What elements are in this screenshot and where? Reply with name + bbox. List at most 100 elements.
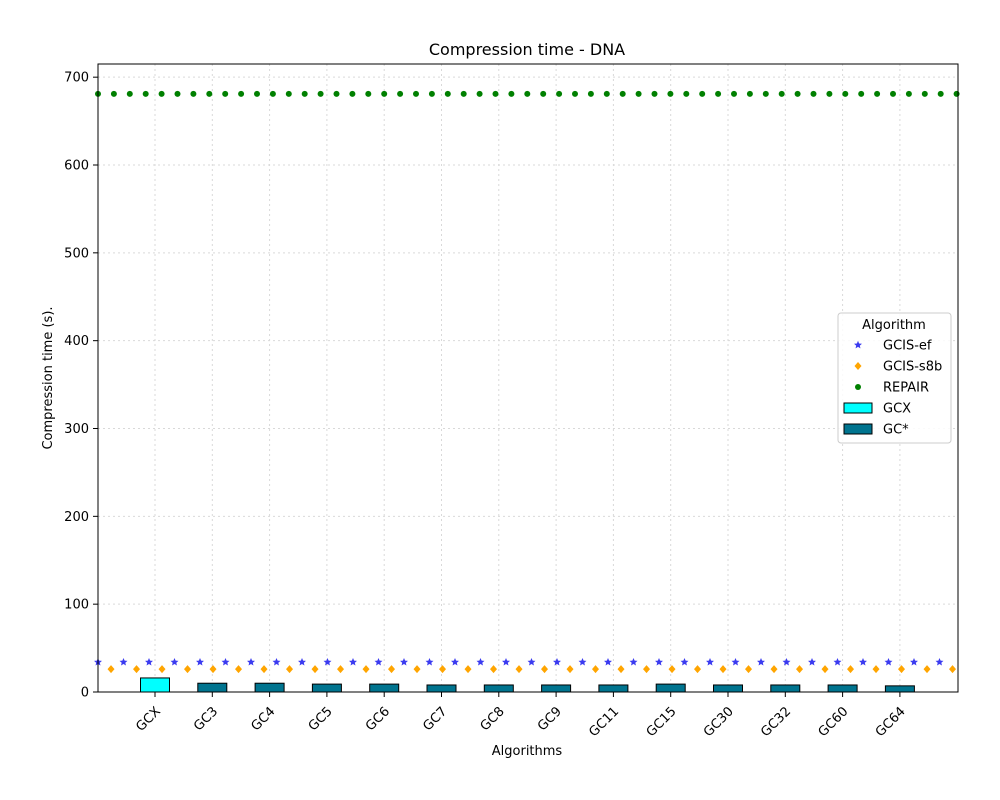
y-tick-label: 600 <box>64 159 89 174</box>
legend-marker-gcis-ef <box>854 340 862 349</box>
marker-repair <box>508 90 515 97</box>
marker-gcis-s8b <box>668 665 676 674</box>
legend-label: GCIS-ef <box>883 339 932 354</box>
marker-gcis-ef <box>629 657 638 666</box>
marker-repair <box>349 90 356 97</box>
marker-repair <box>317 90 324 97</box>
marker-repair <box>683 90 690 97</box>
marker-gcis-s8b <box>260 665 268 674</box>
y-tick-label: 300 <box>64 422 89 437</box>
marker-gcis-s8b <box>515 665 523 674</box>
marker-gcis-ef <box>782 657 791 666</box>
marker-repair <box>905 90 912 97</box>
marker-repair <box>524 90 531 97</box>
marker-repair <box>476 90 483 97</box>
marker-gcis-ef <box>935 657 944 666</box>
marker-repair <box>603 90 610 97</box>
marker-gcis-s8b <box>413 665 421 674</box>
legend-marker-gcis-s8b <box>854 362 862 370</box>
marker-repair <box>381 90 388 97</box>
chart-title: Compression time - DNA <box>429 40 625 59</box>
marker-gcis-ef <box>604 657 612 666</box>
legend-marker-repair <box>855 384 861 390</box>
y-axis-label: Compression time (s). <box>41 306 56 449</box>
bar-gc5 <box>311 683 342 693</box>
marker-gcis-s8b <box>643 665 650 674</box>
marker-gcis-s8b <box>617 665 625 674</box>
marker-gcis-ef <box>833 657 842 666</box>
legend-label: GCIS-s8b <box>883 360 942 375</box>
marker-gcis-s8b <box>158 665 166 674</box>
marker-repair <box>492 90 499 97</box>
marker-gcis-ef <box>170 657 179 666</box>
marker-gcis-s8b <box>235 665 242 674</box>
marker-gcis-ef <box>272 657 281 666</box>
y-tick-label: 700 <box>64 71 89 86</box>
bar-gc15 <box>655 683 686 693</box>
marker-repair <box>937 90 944 97</box>
marker-gcis-s8b <box>286 665 293 674</box>
bar-gc6 <box>369 683 400 693</box>
marker-gcis-ef <box>527 657 536 666</box>
marker-repair <box>285 90 292 97</box>
legend-label: GC* <box>883 423 909 438</box>
bar-gc32 <box>770 684 801 693</box>
marker-repair <box>874 90 881 97</box>
marker-repair <box>858 90 865 97</box>
marker-repair <box>460 90 467 97</box>
marker-repair <box>333 90 340 97</box>
marker-gcis-s8b <box>388 665 395 674</box>
marker-repair <box>619 90 626 97</box>
legend-label: REPAIR <box>883 381 929 396</box>
marker-gcis-ef <box>145 657 153 666</box>
marker-gcis-ef <box>553 657 561 666</box>
marker-repair <box>762 90 769 97</box>
marker-repair <box>158 90 165 97</box>
marker-gcis-ef <box>451 657 459 666</box>
marker-gcis-ef <box>910 657 918 666</box>
marker-gcis-s8b <box>464 665 472 674</box>
marker-gcis-s8b <box>209 665 217 674</box>
marker-repair <box>110 90 117 97</box>
marker-gcis-ef <box>859 657 867 666</box>
marker-gcis-s8b <box>311 665 319 674</box>
marker-gcis-ef <box>119 657 128 666</box>
marker-repair <box>667 90 674 97</box>
marker-gcis-s8b <box>541 665 548 674</box>
marker-repair <box>635 90 642 97</box>
marker-repair <box>126 90 133 97</box>
marker-repair <box>413 90 419 97</box>
marker-repair <box>826 90 833 97</box>
marker-repair <box>778 90 785 97</box>
marker-gcis-ef <box>502 657 510 666</box>
marker-gcis-s8b <box>770 665 778 674</box>
marker-gcis-ef <box>808 657 816 666</box>
marker-repair <box>190 90 197 97</box>
marker-gcis-ef <box>349 657 357 666</box>
plot-frame <box>97 63 959 693</box>
marker-gcis-s8b <box>719 665 727 674</box>
marker-gcis-s8b <box>184 665 191 674</box>
marker-gcis-ef <box>221 657 230 666</box>
marker-gcis-ef <box>425 657 434 666</box>
marker-repair <box>651 90 658 97</box>
marker-repair <box>587 90 594 97</box>
marker-gcis-s8b <box>821 665 829 674</box>
bar-gc8 <box>483 684 514 693</box>
marker-gcis-ef <box>578 657 587 666</box>
marker-gcis-ef <box>400 657 408 666</box>
marker-repair <box>254 90 260 97</box>
marker-gcis-ef <box>731 657 740 666</box>
marker-gcis-ef <box>374 657 383 666</box>
marker-gcis-s8b <box>847 665 854 674</box>
marker-repair <box>731 90 737 97</box>
marker-repair <box>921 90 928 97</box>
marker-repair <box>556 90 563 97</box>
marker-gcis-s8b <box>133 665 140 674</box>
marker-repair <box>222 90 229 97</box>
marker-gcis-s8b <box>107 665 115 674</box>
y-tick-label: 200 <box>64 510 89 525</box>
marker-repair <box>365 90 372 97</box>
